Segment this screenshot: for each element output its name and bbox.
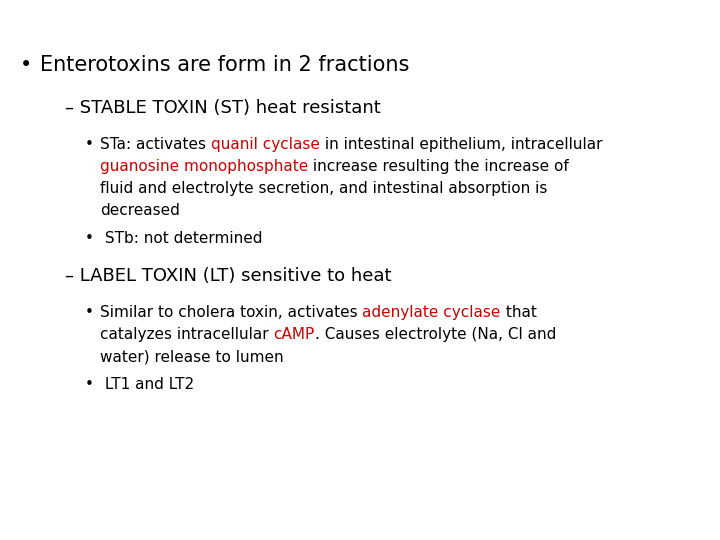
Text: •: • xyxy=(85,137,94,152)
Text: quanil cyclase: quanil cyclase xyxy=(211,137,320,152)
Text: •: • xyxy=(85,231,94,246)
Text: that: that xyxy=(501,305,536,320)
Text: Similar to cholera toxin, activates: Similar to cholera toxin, activates xyxy=(100,305,362,320)
Text: adenylate cyclase: adenylate cyclase xyxy=(362,305,501,320)
Text: catalyzes intracellular: catalyzes intracellular xyxy=(100,327,274,342)
Text: STb: not determined: STb: not determined xyxy=(100,231,263,246)
Text: decreased: decreased xyxy=(100,203,180,218)
Text: guanosine monophosphate: guanosine monophosphate xyxy=(100,159,308,174)
Text: Enterotoxins are form in 2 fractions: Enterotoxins are form in 2 fractions xyxy=(40,55,410,75)
Text: cAMP: cAMP xyxy=(274,327,315,342)
Text: •: • xyxy=(85,305,94,320)
Text: water) release to lumen: water) release to lumen xyxy=(100,349,284,364)
Text: •: • xyxy=(20,55,32,75)
Text: . Causes electrolyte (Na, Cl and: . Causes electrolyte (Na, Cl and xyxy=(315,327,556,342)
Text: STa: activates: STa: activates xyxy=(100,137,211,152)
Text: •: • xyxy=(85,377,94,392)
Text: LT1 and LT2: LT1 and LT2 xyxy=(100,377,194,392)
Text: fluid and electrolyte secretion, and intestinal absorption is: fluid and electrolyte secretion, and int… xyxy=(100,181,547,196)
Text: – STABLE TOXIN (ST) heat resistant: – STABLE TOXIN (ST) heat resistant xyxy=(65,99,381,117)
Text: in intestinal epithelium, intracellular: in intestinal epithelium, intracellular xyxy=(320,137,602,152)
Text: increase resulting the increase of: increase resulting the increase of xyxy=(308,159,569,174)
Text: – LABEL TOXIN (LT) sensitive to heat: – LABEL TOXIN (LT) sensitive to heat xyxy=(65,267,392,285)
